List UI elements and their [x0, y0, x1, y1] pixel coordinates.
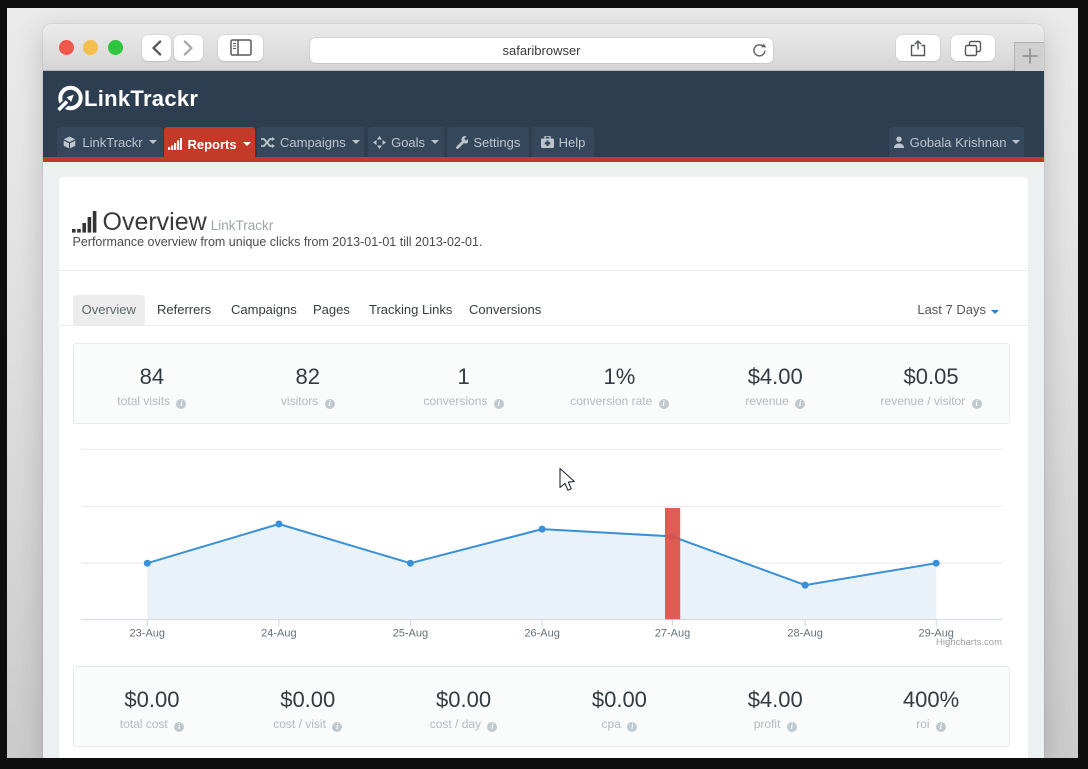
svg-text:26-Aug: 26-Aug: [524, 628, 559, 640]
svg-text:28-Aug: 28-Aug: [787, 628, 822, 640]
svg-text:27-Aug: 27-Aug: [655, 628, 690, 640]
svg-text:29-Aug: 29-Aug: [918, 628, 953, 640]
svg-text:24-Aug: 24-Aug: [261, 628, 296, 640]
svg-text:23-Aug: 23-Aug: [130, 628, 165, 640]
svg-text:Highcharts.com: Highcharts.com: [936, 637, 1002, 648]
svg-text:25-Aug: 25-Aug: [393, 628, 428, 640]
